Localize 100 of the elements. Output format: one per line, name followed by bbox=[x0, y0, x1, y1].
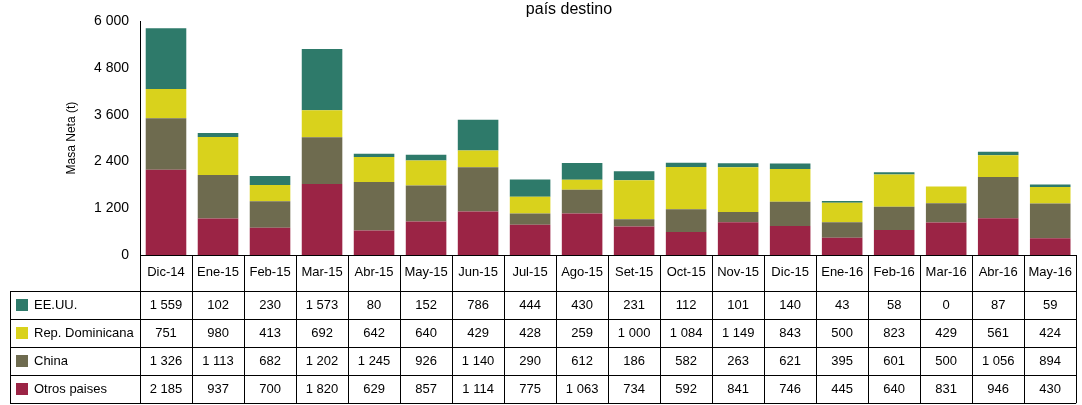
data-label: 561 bbox=[987, 324, 1010, 340]
bar bbox=[1029, 203, 1071, 239]
bar bbox=[249, 176, 291, 186]
bar bbox=[717, 167, 759, 212]
data-label: 186 bbox=[623, 352, 645, 368]
bar bbox=[613, 219, 655, 227]
data-label: 231 bbox=[623, 296, 645, 312]
bar bbox=[353, 153, 395, 157]
bar bbox=[665, 209, 707, 232]
bar bbox=[405, 154, 447, 161]
bar bbox=[405, 221, 447, 255]
data-label: 430 bbox=[1039, 380, 1062, 396]
bar bbox=[197, 218, 239, 255]
bar bbox=[717, 163, 759, 168]
data-label: 621 bbox=[779, 352, 802, 368]
bar bbox=[665, 167, 707, 210]
bar bbox=[925, 186, 967, 204]
x-tick-label: Abr-16 bbox=[978, 264, 1018, 280]
data-label: 0 bbox=[942, 296, 950, 312]
bar bbox=[769, 168, 811, 202]
data-label: 682 bbox=[259, 352, 281, 368]
data-label: 395 bbox=[831, 352, 854, 368]
bar bbox=[665, 162, 707, 168]
bar bbox=[717, 222, 759, 255]
data-label: 629 bbox=[363, 380, 385, 396]
bar bbox=[509, 179, 551, 197]
data-label: 786 bbox=[467, 296, 489, 312]
y-axis-title: Masa Neta (t) bbox=[63, 101, 78, 175]
bar bbox=[821, 202, 863, 223]
bar bbox=[509, 213, 551, 225]
bar bbox=[821, 237, 863, 255]
bar bbox=[873, 230, 915, 255]
bar bbox=[977, 155, 1019, 177]
data-label: 58 bbox=[886, 296, 902, 312]
bar bbox=[925, 222, 967, 255]
data-label: 152 bbox=[415, 296, 437, 312]
data-label: 823 bbox=[883, 324, 906, 340]
legend-label: EE.UU. bbox=[34, 296, 78, 312]
data-label: 1 820 bbox=[305, 380, 339, 396]
data-label: 1 084 bbox=[669, 324, 703, 340]
data-label: 429 bbox=[467, 324, 489, 340]
data-label: 445 bbox=[831, 380, 854, 396]
data-label: 926 bbox=[415, 352, 437, 368]
y-tick-label: 2 400 bbox=[93, 152, 130, 169]
bar bbox=[561, 179, 603, 190]
bar bbox=[873, 174, 915, 207]
bar bbox=[145, 118, 187, 170]
data-label: 1 245 bbox=[357, 352, 391, 368]
bar bbox=[249, 227, 291, 255]
bar bbox=[561, 162, 603, 180]
data-label: 946 bbox=[987, 380, 1010, 396]
bar bbox=[353, 156, 395, 182]
bar bbox=[613, 180, 655, 220]
x-tick-label: Feb-15 bbox=[249, 264, 291, 280]
data-label: 500 bbox=[935, 352, 958, 368]
data-label: 937 bbox=[207, 380, 229, 396]
legend-label: China bbox=[34, 352, 69, 368]
x-tick-label: Ene-15 bbox=[197, 264, 239, 280]
x-tick-label: Dic-15 bbox=[771, 264, 809, 280]
data-label: 831 bbox=[935, 380, 958, 396]
data-label: 43 bbox=[834, 296, 850, 312]
y-tick-label: 3 600 bbox=[93, 105, 130, 122]
data-label: 290 bbox=[519, 352, 541, 368]
bar bbox=[665, 231, 707, 255]
bar bbox=[977, 218, 1019, 255]
data-label: 746 bbox=[779, 380, 802, 396]
bar bbox=[873, 206, 915, 231]
bar bbox=[509, 224, 551, 255]
x-tick-label: Jun-15 bbox=[458, 264, 498, 280]
bar bbox=[873, 172, 915, 175]
data-label: 857 bbox=[415, 380, 437, 396]
bar bbox=[249, 185, 291, 202]
data-label: 700 bbox=[259, 380, 281, 396]
data-label: 230 bbox=[259, 296, 281, 312]
bar bbox=[457, 211, 499, 255]
bar bbox=[301, 110, 343, 138]
bar bbox=[1029, 186, 1071, 204]
y-tick-label: 4 800 bbox=[93, 58, 130, 75]
bar bbox=[977, 176, 1019, 219]
bar bbox=[769, 163, 811, 169]
x-tick-label: Abr-15 bbox=[354, 264, 394, 280]
data-label: 1 056 bbox=[981, 352, 1015, 368]
data-label: 500 bbox=[831, 324, 854, 340]
data-label: 2 185 bbox=[149, 380, 183, 396]
data-label: 87 bbox=[990, 296, 1006, 312]
bar bbox=[457, 167, 499, 212]
data-label: 413 bbox=[259, 324, 281, 340]
bar bbox=[769, 201, 811, 226]
legend-label: Rep. Dominicana bbox=[34, 324, 135, 340]
data-label: 1 149 bbox=[721, 324, 755, 340]
data-label: 1 063 bbox=[565, 380, 599, 396]
data-label: 775 bbox=[519, 380, 541, 396]
data-label: 1 114 bbox=[462, 380, 494, 396]
chart-title: país destino bbox=[525, 0, 613, 18]
bar bbox=[613, 226, 655, 255]
data-label: 1 559 bbox=[149, 296, 183, 312]
x-tick-label: Set-15 bbox=[614, 264, 654, 280]
data-label: 582 bbox=[675, 352, 697, 368]
bar bbox=[717, 211, 759, 223]
bar bbox=[457, 119, 499, 151]
